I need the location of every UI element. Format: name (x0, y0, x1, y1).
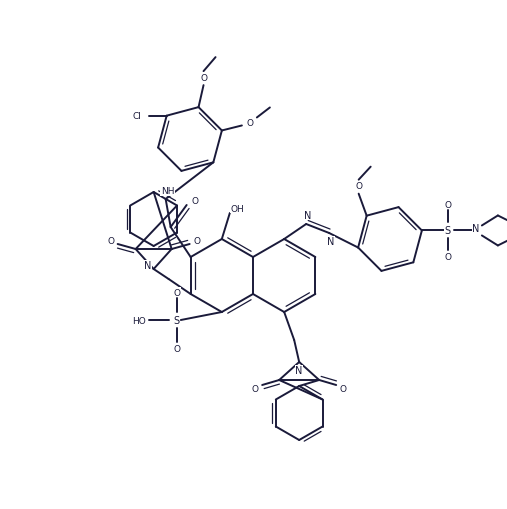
Text: HO: HO (132, 316, 146, 325)
Text: Cl: Cl (132, 112, 141, 121)
Text: O: O (251, 384, 259, 393)
Text: O: O (355, 182, 362, 191)
Text: O: O (200, 73, 207, 82)
Text: N: N (305, 211, 312, 220)
Text: NH: NH (161, 187, 174, 196)
Text: S: S (174, 316, 180, 325)
Text: N: N (296, 365, 303, 375)
Text: O: O (173, 288, 180, 297)
Text: O: O (107, 237, 114, 246)
Text: O: O (246, 119, 254, 128)
Text: O: O (340, 384, 347, 393)
Text: O: O (444, 201, 451, 210)
Text: O: O (444, 252, 451, 262)
Text: OH: OH (231, 204, 245, 213)
Text: O: O (191, 197, 198, 206)
Text: N: N (328, 237, 335, 246)
Text: O: O (193, 237, 200, 246)
Text: S: S (445, 226, 451, 236)
Text: N: N (472, 224, 480, 234)
Text: O: O (173, 344, 180, 353)
Text: N: N (144, 261, 151, 270)
